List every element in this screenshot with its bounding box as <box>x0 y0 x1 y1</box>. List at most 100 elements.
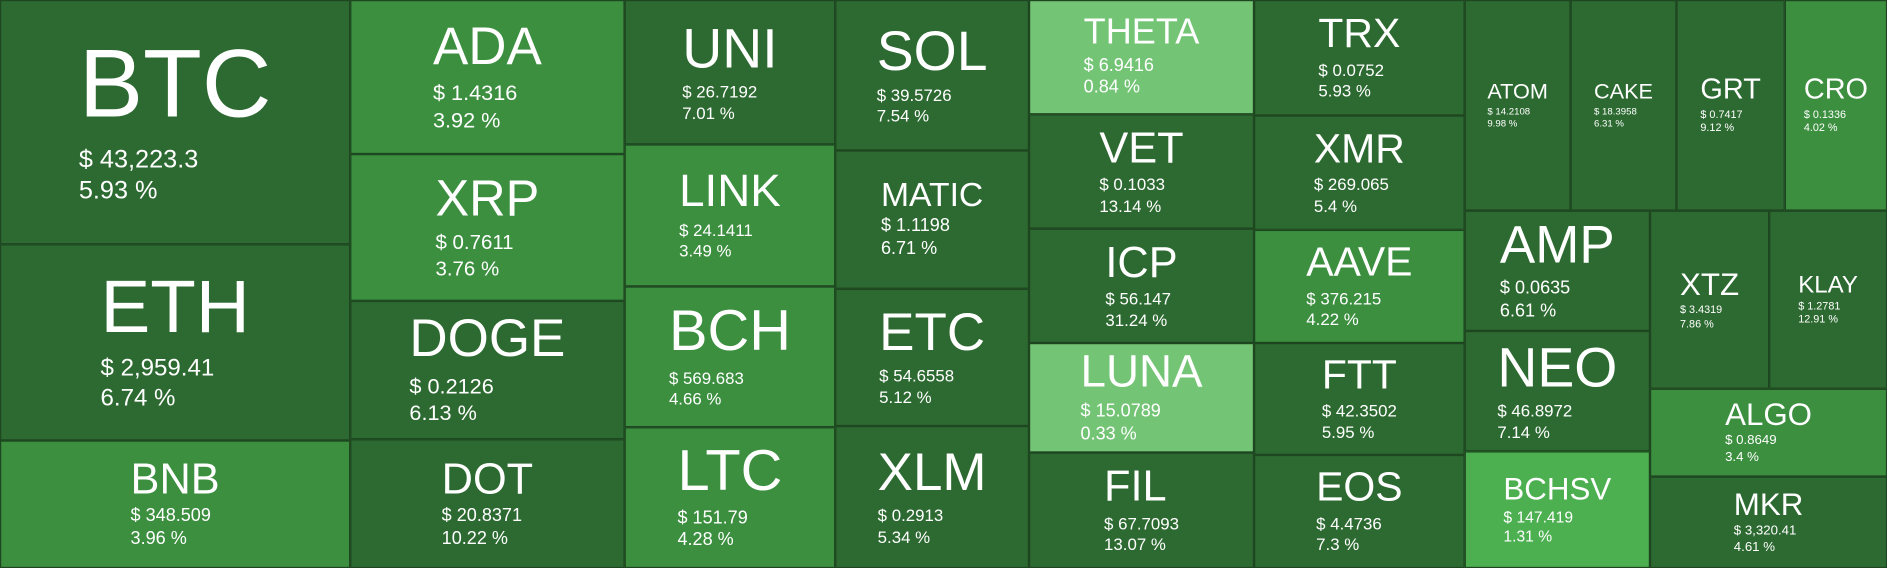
tile-dot[interactable]: DOT $ 20.8371 10.22 % <box>350 439 625 568</box>
tile-uni[interactable]: UNI $ 26.7192 7.01 % <box>624 0 836 145</box>
tile-algo[interactable]: ALGO $ 0.8649 3.4 % <box>1649 388 1887 477</box>
coin-symbol: LUNA <box>1080 347 1203 398</box>
tile-content: FTT $ 42.3502 5.95 % <box>1322 355 1397 443</box>
tile-fil[interactable]: FIL $ 67.7093 13.07 % <box>1028 452 1255 568</box>
coin-price: $ 56.147 <box>1105 289 1171 309</box>
coin-price: $ 67.7093 <box>1104 513 1179 533</box>
coin-price: $ 54.6558 <box>879 366 955 386</box>
coin-symbol: ETH <box>100 265 250 349</box>
tile-eth[interactable]: ETH $ 2,959.41 6.74 % <box>0 244 351 441</box>
tile-theta[interactable]: THETA $ 6.9416 0.84 % <box>1028 0 1255 115</box>
tile-xmr[interactable]: XMR $ 269.065 5.4 % <box>1254 115 1465 230</box>
tile-atom[interactable]: ATOM $ 14.2108 9.98 % <box>1464 0 1571 211</box>
coin-symbol: EOS <box>1316 465 1403 511</box>
tile-bnb[interactable]: BNB $ 348.509 3.96 % <box>0 440 351 568</box>
tile-aave[interactable]: AAVE $ 376.215 4.22 % <box>1254 229 1465 343</box>
coin-price: $ 0.0635 <box>1499 277 1571 299</box>
tile-doge[interactable]: DOGE $ 0.2126 6.13 % <box>350 300 625 440</box>
coin-change: 3.92 % <box>432 107 501 132</box>
coin-symbol: UNI <box>682 16 778 80</box>
tile-sol[interactable]: SOL $ 39.5726 7.54 % <box>835 0 1029 151</box>
coin-symbol: FIL <box>1104 461 1167 511</box>
tile-content: AAVE $ 376.215 4.22 % <box>1306 242 1412 330</box>
tile-klay[interactable]: KLAY $ 1.2781 12.91 % <box>1769 210 1887 389</box>
tile-bchsv[interactable]: BCHSV $ 147.419 1.31 % <box>1464 451 1650 568</box>
coin-symbol: XLM <box>877 442 987 502</box>
coin-change: 0.84 % <box>1083 77 1140 98</box>
tile-content: BNB $ 348.509 3.96 % <box>131 457 220 551</box>
coin-change: 31.24 % <box>1105 310 1168 330</box>
tile-ltc[interactable]: LTC $ 151.79 4.28 % <box>624 427 836 568</box>
coin-symbol: BCH <box>668 299 791 364</box>
tile-neo[interactable]: NEO $ 46.8972 7.14 % <box>1464 330 1650 452</box>
tile-content: ETC $ 54.6558 5.12 % <box>879 306 985 408</box>
tile-grt[interactable]: GRT $ 0.7417 9.12 % <box>1676 0 1785 211</box>
tile-luna[interactable]: LUNA $ 15.0789 0.33 % <box>1028 342 1255 453</box>
coin-symbol: BTC <box>78 30 272 138</box>
coin-price: $ 39.5726 <box>876 85 952 105</box>
coin-price: $ 147.419 <box>1503 507 1574 526</box>
tile-etc[interactable]: ETC $ 54.6558 5.12 % <box>835 288 1029 427</box>
coin-price: $ 4.4736 <box>1316 513 1382 533</box>
coin-price: $ 3.4319 <box>1680 303 1723 316</box>
tile-bch[interactable]: BCH $ 569.683 4.66 % <box>624 286 836 428</box>
tile-content: VET $ 0.1033 13.14 % <box>1099 126 1183 217</box>
coin-change: 5.93 % <box>78 177 158 205</box>
tile-content: LTC $ 151.79 4.28 % <box>677 442 782 553</box>
tile-content: LINK $ 24.1411 3.49 % <box>679 169 781 262</box>
tile-vet[interactable]: VET $ 0.1033 13.14 % <box>1028 114 1255 229</box>
tile-eos[interactable]: EOS $ 4.4736 7.3 % <box>1254 454 1465 568</box>
tile-ada[interactable]: ADA $ 1.4316 3.92 % <box>350 0 625 155</box>
tile-xtz[interactable]: XTZ $ 3.4319 7.86 % <box>1649 210 1770 389</box>
coin-change: 5.12 % <box>879 387 932 407</box>
coin-symbol: ATOM <box>1487 79 1548 105</box>
coin-price: $ 376.215 <box>1306 288 1382 308</box>
coin-price: $ 0.7611 <box>435 231 514 255</box>
tile-content: THETA $ 6.9416 0.84 % <box>1084 14 1200 100</box>
tile-amp[interactable]: AMP $ 0.0635 6.61 % <box>1464 210 1650 331</box>
coin-change: 6.13 % <box>409 400 477 425</box>
coin-change: 9.98 % <box>1487 117 1518 129</box>
coin-symbol: ICP <box>1105 236 1178 287</box>
tile-xlm[interactable]: XLM $ 0.2913 5.34 % <box>835 426 1029 568</box>
tile-mkr[interactable]: MKR $ 3,320.41 4.61 % <box>1649 476 1887 568</box>
tile-ftt[interactable]: FTT $ 42.3502 5.95 % <box>1254 342 1465 455</box>
coin-change: 10.22 % <box>441 527 508 549</box>
coin-change: 0.33 % <box>1080 423 1137 444</box>
tile-cro[interactable]: CRO $ 0.1336 4.02 % <box>1784 0 1887 211</box>
coin-price: $ 46.8972 <box>1497 401 1573 421</box>
coin-symbol: VET <box>1099 122 1184 172</box>
coin-price: $ 569.683 <box>668 368 744 388</box>
coin-price: $ 0.2913 <box>877 505 944 525</box>
coin-price: $ 24.1411 <box>679 219 753 240</box>
tile-content: EOS $ 4.4736 7.3 % <box>1316 468 1402 556</box>
coin-change: 3.96 % <box>130 528 187 549</box>
tile-content: ETH $ 2,959.41 6.74 % <box>100 265 250 415</box>
tile-content: GRT $ 0.7417 9.12 % <box>1700 75 1760 135</box>
tile-content: BTC $ 43,223.3 5.93 % <box>78 30 272 208</box>
coin-price: $ 18.3958 <box>1594 105 1637 117</box>
tile-matic[interactable]: MATIC $ 1.1198 6.71 % <box>835 150 1029 289</box>
coin-change: 7.14 % <box>1497 422 1550 442</box>
tile-xrp[interactable]: XRP $ 0.7611 3.76 % <box>350 154 625 301</box>
tile-content: XTZ $ 3.4319 7.86 % <box>1680 269 1739 331</box>
coin-change: 13.14 % <box>1099 195 1162 216</box>
tile-content: CAKE $ 18.3958 6.31 % <box>1594 81 1653 129</box>
coin-change: 5.93 % <box>1318 80 1371 100</box>
tile-trx[interactable]: TRX $ 0.0752 5.93 % <box>1254 0 1465 116</box>
coin-price: $ 1.1198 <box>880 215 950 237</box>
coin-symbol: MATIC <box>880 175 984 214</box>
tile-cake[interactable]: CAKE $ 18.3958 6.31 % <box>1570 0 1677 211</box>
tile-content: BCHSV $ 147.419 1.31 % <box>1503 473 1611 547</box>
tile-content: SOL $ 39.5726 7.54 % <box>877 23 988 127</box>
coin-price: $ 0.0752 <box>1318 59 1385 79</box>
coin-symbol: ADA <box>432 16 542 76</box>
coin-price: $ 0.1033 <box>1099 174 1165 194</box>
tile-icp[interactable]: ICP $ 56.147 31.24 % <box>1028 228 1255 343</box>
coin-symbol: BCHSV <box>1503 470 1612 507</box>
tile-link[interactable]: LINK $ 24.1411 3.49 % <box>624 144 836 287</box>
coin-change: 7.54 % <box>876 106 930 126</box>
coin-symbol: XMR <box>1313 126 1405 173</box>
tile-btc[interactable]: BTC $ 43,223.3 5.93 % <box>0 0 351 245</box>
